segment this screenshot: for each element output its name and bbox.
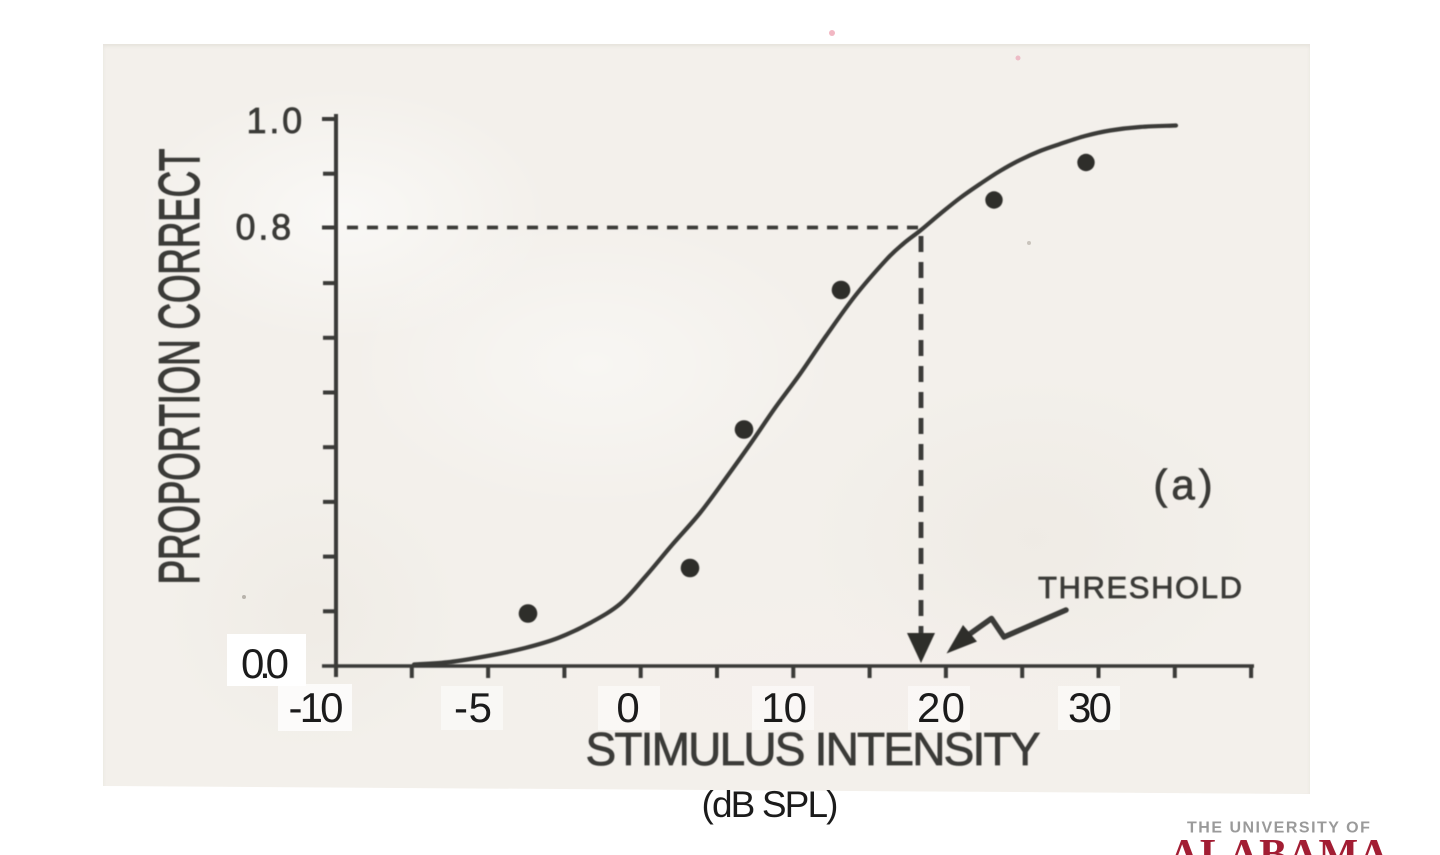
svg-text:-5: -5 xyxy=(454,684,492,731)
svg-text:10: 10 xyxy=(761,684,807,731)
svg-text:1.0: 1.0 xyxy=(247,100,305,141)
svg-text:PROPORTION CORRECT: PROPORTION CORRECT xyxy=(148,149,212,585)
svg-text:ALABAMA: ALABAMA xyxy=(1169,832,1390,855)
svg-text:30: 30 xyxy=(1068,684,1112,731)
svg-text:0: 0 xyxy=(616,684,639,731)
svg-text:(dB SPL): (dB SPL) xyxy=(702,784,839,825)
svg-text:0.0: 0.0 xyxy=(241,640,289,687)
svg-text:THE UNIVERSITY OF: THE UNIVERSITY OF xyxy=(1187,820,1371,837)
svg-text:20: 20 xyxy=(917,684,965,731)
svg-text:STIMULUS INTENSITY: STIMULUS INTENSITY xyxy=(586,723,1041,775)
svg-text:(a): (a) xyxy=(1153,461,1216,508)
svg-text:-10: -10 xyxy=(289,684,344,731)
svg-text:THRESHOLD: THRESHOLD xyxy=(1038,570,1242,605)
svg-text:0.8: 0.8 xyxy=(236,207,294,248)
